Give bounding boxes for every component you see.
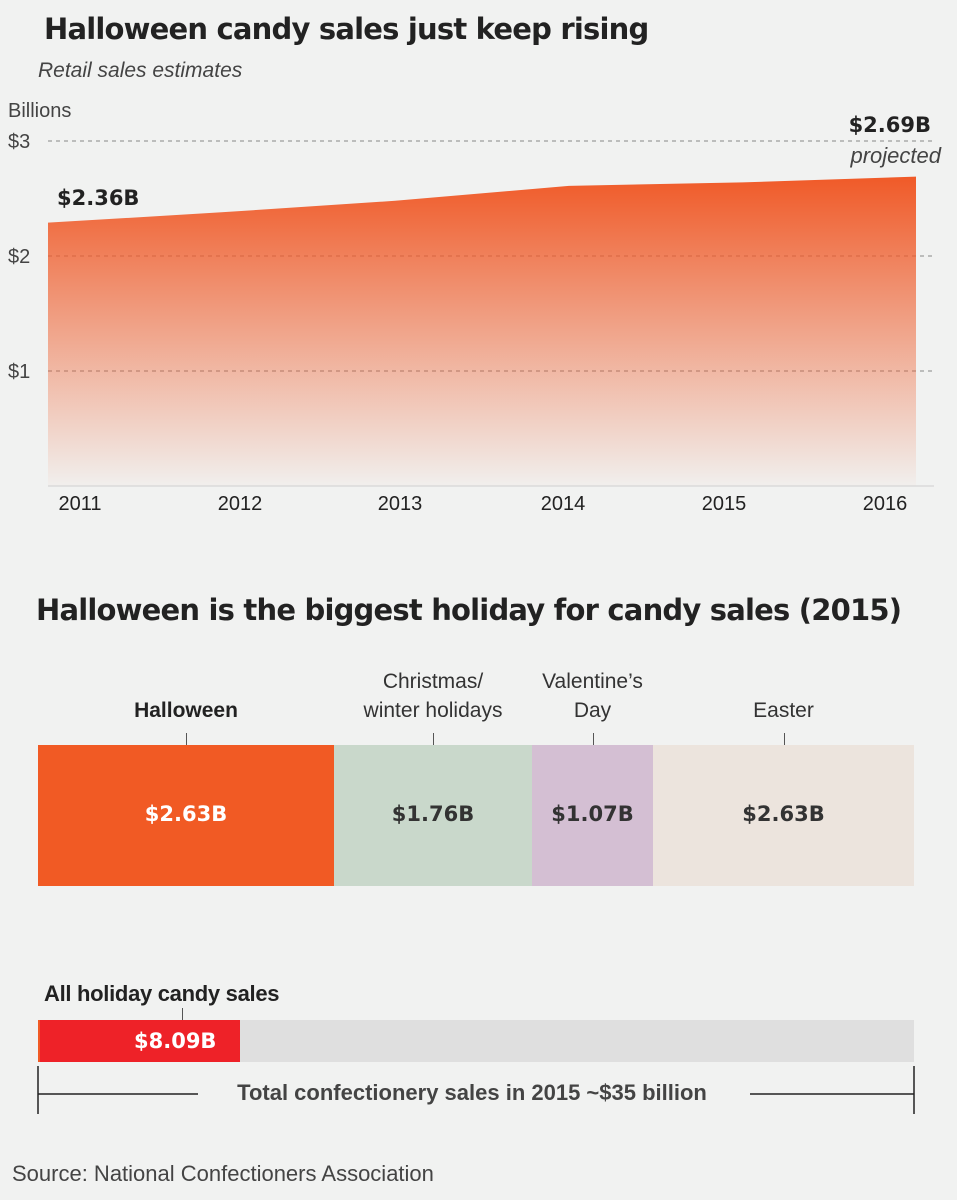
holiday-category-label: Valentine’s Day — [542, 670, 643, 722]
y-tick-label: $1 — [8, 361, 30, 383]
x-tick-label: 2015 — [702, 493, 747, 515]
all-holiday-edge — [38, 1020, 40, 1062]
holiday-label-tick — [433, 733, 434, 745]
all-holiday-label-tick — [182, 1008, 183, 1020]
y-tick-label: $3 — [8, 131, 30, 153]
area-projected-note: projected — [850, 143, 941, 168]
total-confectionery-bar: $8.09B — [38, 1020, 914, 1062]
holiday-segment-value: $1.76B — [391, 802, 475, 826]
x-tick-label: 2016 — [863, 493, 908, 515]
holiday-label-tick — [593, 733, 594, 745]
holiday-segment-value: $2.63B — [144, 802, 228, 826]
total-confectionery-label: Total confectionery sales in 2015 ~$35 b… — [237, 1080, 707, 1105]
holiday-segment-value: $1.07B — [551, 802, 634, 826]
source-note: Source: National Confectioners Associati… — [12, 1161, 434, 1186]
holiday-segment-value: $2.63B — [742, 802, 825, 826]
holiday-label-tick — [784, 733, 785, 745]
x-tick-label: 2013 — [378, 493, 423, 515]
area-y-axis-label: Billions — [8, 100, 72, 122]
area-chart: $1 $2 $3 2011 2012 2013 2014 2015 2016 — [8, 131, 934, 515]
holiday-segment: $2.63B — [653, 745, 914, 886]
x-tick-label: 2011 — [58, 493, 101, 515]
area-start-value-label: $2.36B — [57, 186, 140, 210]
y-tick-label: $2 — [8, 246, 30, 268]
holiday-category-label: Halloween — [134, 699, 238, 722]
holiday-segment: $1.07B — [532, 745, 653, 886]
area-chart-subtitle: Retail sales estimates — [38, 59, 243, 82]
area-chart-title: Halloween candy sales just keep rising — [44, 12, 649, 46]
holiday-segment: $2.63B — [38, 745, 334, 886]
holiday-category-label: Easter — [753, 699, 814, 722]
holiday-label-tick — [186, 733, 187, 745]
area-end-value-label: $2.69B — [848, 113, 931, 137]
all-holiday-label: All holiday candy sales — [44, 981, 280, 1006]
x-tick-label: 2012 — [218, 493, 263, 515]
holiday-category-label: Christmas/winter holidays — [363, 670, 503, 722]
x-tick-label: 2014 — [541, 493, 586, 515]
area-series — [48, 176, 916, 486]
total-bracket — [37, 1066, 915, 1114]
holiday-segment: $1.76B — [334, 745, 532, 886]
all-holiday-fill-bar — [38, 1020, 241, 1062]
all-holiday-value-label: $8.09B — [134, 1029, 217, 1053]
holiday-chart-title: Halloween is the biggest holiday for can… — [36, 593, 902, 627]
